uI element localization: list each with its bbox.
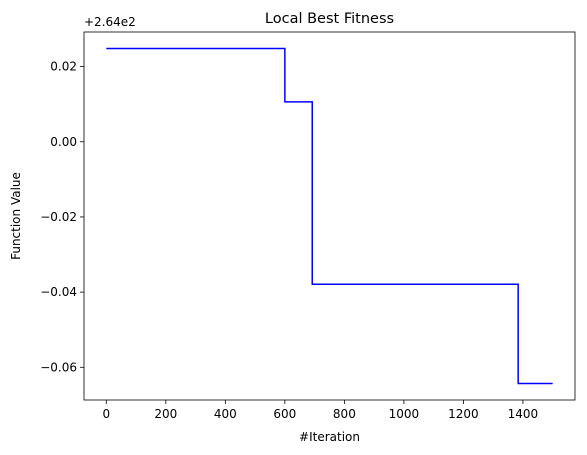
y-axis-ticks: −0.06 −0.04 −0.02 0.00 0.02 bbox=[40, 60, 84, 374]
x-tick-label: 0 bbox=[102, 407, 110, 421]
chart-title: Local Best Fitness bbox=[265, 11, 394, 27]
y-axis-label: Function Value bbox=[9, 172, 23, 260]
y-tick-label: −0.02 bbox=[40, 210, 77, 224]
x-tick-label: 600 bbox=[273, 407, 296, 421]
plot-frame bbox=[83, 31, 576, 401]
x-tick-label: 400 bbox=[214, 407, 237, 421]
y-tick-label: −0.06 bbox=[40, 360, 77, 374]
x-tick-label: 1200 bbox=[448, 407, 479, 421]
plot-background bbox=[84, 32, 575, 400]
series-line bbox=[106, 47, 553, 385]
x-tick-label: 1000 bbox=[389, 407, 420, 421]
x-tick-label: 1400 bbox=[508, 407, 539, 421]
y-tick-label: 0.00 bbox=[50, 135, 77, 149]
x-axis-ticks: 0 200 400 600 800 1000 1200 1400 bbox=[102, 400, 538, 421]
x-axis-label: #Iteration bbox=[299, 430, 360, 444]
y-tick-label: −0.04 bbox=[40, 285, 77, 299]
y-offset-label: +2.64e2 bbox=[84, 15, 136, 29]
x-tick-label: 200 bbox=[154, 407, 177, 421]
y-tick-label: 0.02 bbox=[50, 60, 77, 74]
x-tick-label: 800 bbox=[333, 407, 356, 421]
